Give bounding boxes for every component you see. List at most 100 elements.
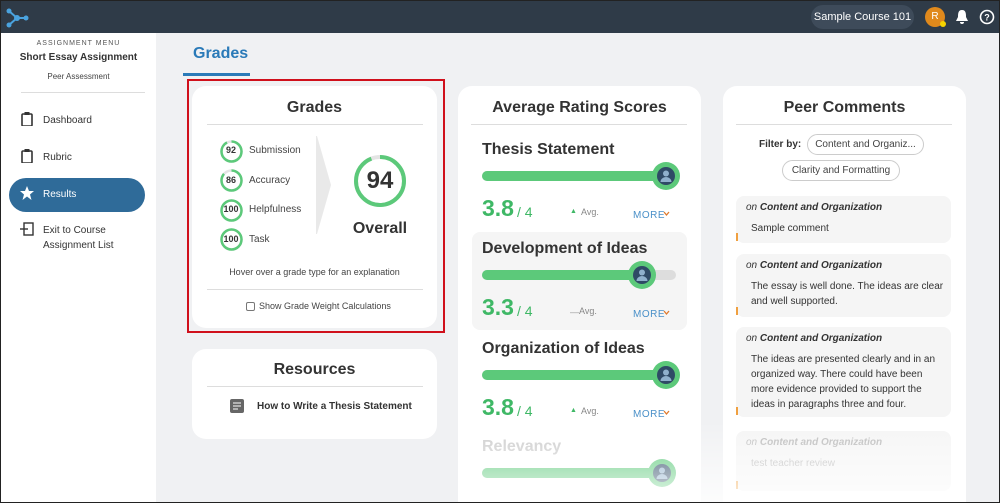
criterion-name: Organization of Ideas xyxy=(482,340,645,357)
grades-card: Grades Hover over a grade type for an ex… xyxy=(192,86,437,328)
course-selector[interactable]: Sample Course 101 xyxy=(811,5,914,29)
tab[interactable]: Grades xyxy=(193,45,249,62)
filter-chip[interactable]: Content and Organiz... xyxy=(807,134,924,155)
slider-knob xyxy=(628,261,657,289)
comment-topic-line: on Content and Organization xyxy=(746,260,882,271)
comment-prefix: on xyxy=(746,260,758,271)
comment-accent xyxy=(736,307,738,315)
overall-ring xyxy=(354,155,406,207)
avg-label: Avg. xyxy=(581,207,599,217)
comment-accent xyxy=(736,407,738,415)
criterion-name: Development of Ideas xyxy=(482,240,648,257)
criterion-name: Thesis Statement xyxy=(482,141,615,158)
slider-knob xyxy=(652,361,681,389)
document-icon xyxy=(230,399,244,413)
score: 3.8 xyxy=(482,394,514,420)
grade-ring xyxy=(219,169,243,192)
checkbox[interactable] xyxy=(246,302,255,311)
resources-card: Resources How to Write a Thesis Statemen… xyxy=(192,349,437,439)
avg-label: Avg. xyxy=(581,406,599,416)
comment-box xyxy=(736,196,951,243)
menu-item[interactable]: Dashboard xyxy=(43,115,92,126)
notifications-icon[interactable] xyxy=(955,9,969,25)
grade-label[interactable]: Submission xyxy=(249,145,301,156)
comment-prefix: on xyxy=(746,333,758,344)
menu-label: ASSIGNMENT MENU xyxy=(36,40,121,47)
comment-text: The essay is well done. The ideas are cl… xyxy=(751,281,944,307)
chevron-icon xyxy=(663,211,670,217)
comment-text: Sample comment xyxy=(751,223,829,234)
comment-prefix: on xyxy=(746,202,758,213)
slider-fill xyxy=(482,468,663,478)
grade-ring xyxy=(219,139,243,163)
filter-label: Filter by: xyxy=(759,139,802,150)
top-bar: Sample Course 101 R ? xyxy=(1,1,999,33)
menu-item[interactable]: Results xyxy=(43,189,77,200)
hint: Hover over a grade type for an explanati… xyxy=(229,267,400,277)
tab-underline xyxy=(183,73,250,76)
progress-arc xyxy=(219,228,243,251)
grade-value[interactable]: 86 xyxy=(225,174,236,185)
slider-knob xyxy=(648,459,677,487)
comment-topic: Content and Organization xyxy=(759,202,883,213)
slider-fill xyxy=(482,270,643,280)
chevron-icon xyxy=(663,410,670,416)
menu-icon xyxy=(20,222,34,236)
sidebar: ASSIGNMENT MENU Short Essay Assignment P… xyxy=(1,33,156,502)
svg-text:?: ? xyxy=(984,13,990,23)
more-link[interactable]: MORE xyxy=(633,210,665,221)
grade-value[interactable]: 92 xyxy=(225,145,236,155)
active-item-bg xyxy=(9,178,145,212)
grade-label[interactable]: Helpfulness xyxy=(249,204,302,215)
more-link[interactable]: MORE xyxy=(633,409,665,420)
checkbox-label[interactable]: Show Grade Weight Calculations xyxy=(259,301,391,311)
trend-icon: ▲ xyxy=(570,208,577,215)
card-title: Average Rating Scores xyxy=(492,99,667,116)
score-max: / 4 xyxy=(517,403,533,419)
assignment-name: Short Essay Assignment xyxy=(19,52,138,63)
grade-value[interactable]: 100 xyxy=(223,204,239,214)
grade-label[interactable]: Task xyxy=(249,233,270,245)
comment-topic-line: on Content and Organization xyxy=(746,333,882,344)
slider-knob xyxy=(652,162,681,190)
menu-item[interactable]: Exit to Course Assignment List xyxy=(43,225,114,251)
chevron xyxy=(316,136,331,234)
score: 3.3 xyxy=(482,294,514,320)
divider xyxy=(207,124,423,125)
menu-item[interactable]: Rubric xyxy=(43,152,72,163)
ratings-card: Average Rating Scores Thesis Statement 3.… xyxy=(458,86,701,502)
filter-chip[interactable]: Clarity and Formatting xyxy=(782,160,900,181)
menu-icon xyxy=(20,186,34,200)
progress-arc xyxy=(219,198,243,222)
status-dot xyxy=(940,21,946,27)
comment-text: test teacher review xyxy=(751,458,835,469)
comment-box xyxy=(736,254,951,317)
grade-value[interactable]: 100 xyxy=(223,233,239,244)
comment-accent xyxy=(736,481,738,489)
assessment-mode: Peer Assessment xyxy=(47,72,110,81)
comment-topic: Content and Organization xyxy=(759,333,883,344)
comment-box xyxy=(736,327,951,417)
card-title: Grades xyxy=(286,99,343,116)
divider xyxy=(736,124,952,125)
logo[interactable] xyxy=(5,5,29,29)
highlight-box xyxy=(187,79,445,333)
help-icon[interactable]: ? xyxy=(979,9,995,25)
more-link[interactable]: MORE xyxy=(633,309,665,320)
score-max: / 4 xyxy=(517,204,533,220)
comment-topic: Content and Organization xyxy=(759,260,883,271)
divider xyxy=(207,289,423,290)
criterion-name: Relevancy xyxy=(482,438,562,455)
menu-icon xyxy=(21,112,33,126)
slider-fill xyxy=(482,370,667,380)
comment-accent xyxy=(736,233,738,241)
divider xyxy=(207,386,423,387)
avg-label: Avg. xyxy=(579,306,597,316)
grade-label[interactable]: Accuracy xyxy=(249,174,291,186)
comment-topic-line: on Content and Organization xyxy=(746,202,882,213)
chevron-icon xyxy=(663,310,670,316)
trend-icon: ▲ xyxy=(570,407,577,414)
resource-link[interactable]: How to Write a Thesis Statement xyxy=(257,401,412,412)
overall-value[interactable]: 94 xyxy=(366,167,394,194)
